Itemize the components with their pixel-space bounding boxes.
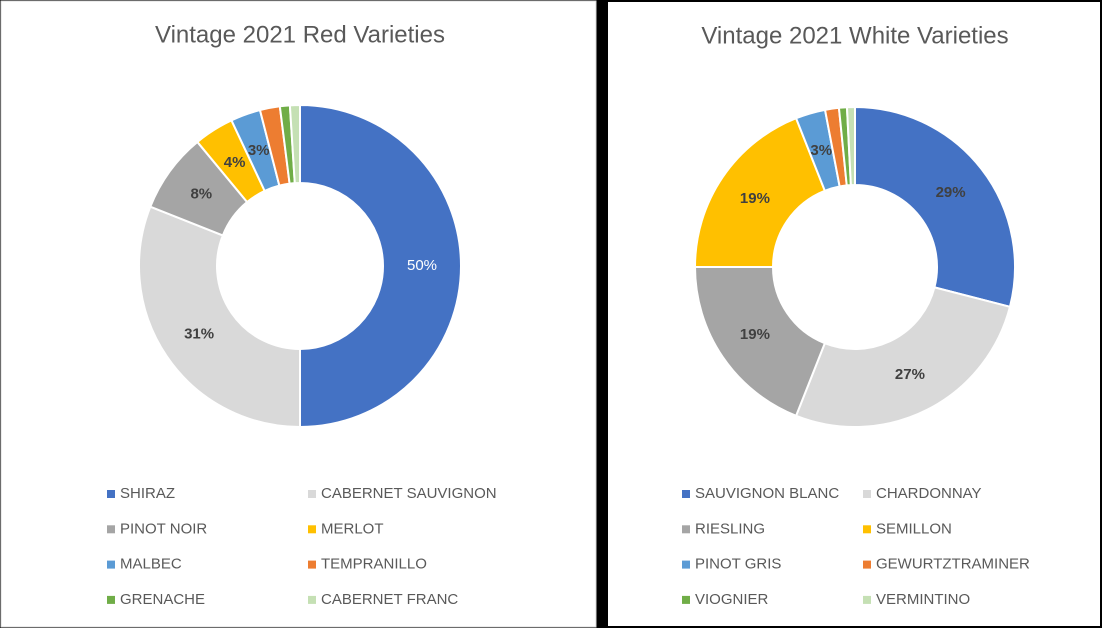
- value-label: 19%: [740, 190, 770, 207]
- value-label: 27%: [895, 366, 925, 383]
- legend-swatch: [682, 560, 690, 569]
- value-label: 4%: [224, 154, 246, 171]
- legend-label: SEMILLON: [876, 520, 952, 537]
- right-panel: [608, 2, 1100, 626]
- chart-title: Vintage 2021 Red Varieties: [155, 21, 445, 48]
- legend-label: TEMPRANILLO: [321, 556, 427, 573]
- legend-swatch: [682, 490, 690, 498]
- legend-swatch: [107, 560, 115, 569]
- legend-swatch: [308, 525, 316, 534]
- value-label: 29%: [936, 184, 966, 201]
- legend-swatch: [682, 595, 690, 604]
- value-label: 8%: [190, 185, 212, 202]
- legend-swatch: [863, 525, 871, 534]
- donut-slice: [693, 116, 827, 268]
- legend-label: RIESLING: [695, 520, 765, 537]
- donut-slice: [794, 286, 1012, 428]
- legend-label: CABERNET FRANC: [321, 591, 458, 608]
- legend-swatch: [107, 490, 115, 498]
- legend-swatch: [107, 595, 115, 604]
- chart-title: Vintage 2021 White Varieties: [701, 22, 1008, 49]
- value-label: 3%: [248, 142, 270, 159]
- legend-label: CHARDONNAY: [876, 485, 982, 502]
- legend-label: SAUVIGNON BLANC: [695, 485, 839, 502]
- value-label: 19%: [740, 326, 770, 343]
- donut-slice: [845, 105, 856, 187]
- legend-swatch: [308, 490, 316, 498]
- donut-slice: [138, 205, 301, 429]
- value-label: 3%: [810, 142, 832, 159]
- legend-label: VERMINTINO: [876, 591, 970, 608]
- legend-swatch: [308, 560, 316, 569]
- value-label: 50%: [407, 257, 437, 274]
- left-panel: [0, 0, 597, 628]
- legend-label: PINOT GRIS: [695, 556, 781, 573]
- legend-label: SHIRAZ: [120, 485, 175, 502]
- legend-label: GRENACHE: [120, 591, 205, 608]
- donut-slice: [693, 266, 827, 418]
- legend-label: GEWURTZTRAMINER: [876, 556, 1030, 573]
- legend-label: MERLOT: [321, 520, 384, 537]
- legend-label: MALBEC: [120, 556, 182, 573]
- donut-slice: [854, 105, 1016, 309]
- legend-swatch: [107, 525, 115, 534]
- legend-swatch: [863, 595, 871, 604]
- legend-swatch: [682, 525, 690, 534]
- legend-swatch: [863, 560, 871, 569]
- legend-swatch: [863, 490, 871, 498]
- legend-label: PINOT NOIR: [120, 520, 207, 537]
- donut-slice: [288, 103, 301, 185]
- value-label: 31%: [184, 326, 214, 343]
- donut-slice: [299, 103, 462, 429]
- legend-label: VIOGNIER: [695, 591, 769, 608]
- legend-label: CABERNET SAUVIGNON: [321, 485, 497, 502]
- legend-swatch: [308, 595, 316, 604]
